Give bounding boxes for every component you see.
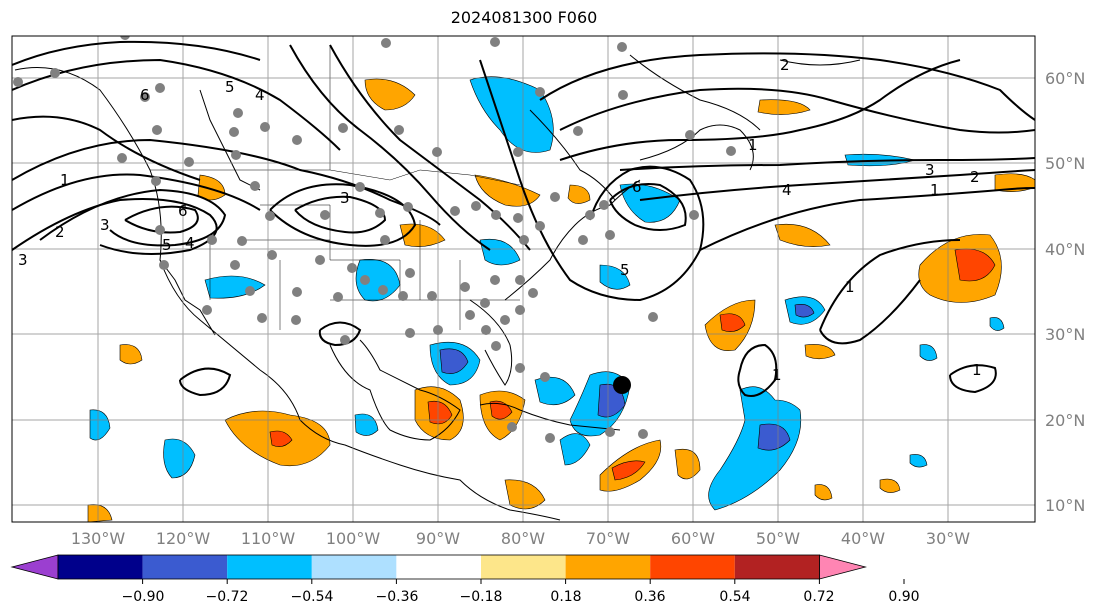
contour-label: 1: [748, 136, 758, 154]
lon-label: 40°W: [841, 529, 885, 548]
contour-label: 2: [55, 223, 65, 241]
colorbar-segment: [227, 555, 312, 579]
colorbar-tick: 0.90: [888, 589, 919, 605]
colorbar-tick: −0.36: [376, 589, 419, 605]
colorbar-segment: [565, 555, 651, 579]
lat-label: 40°N: [1045, 240, 1085, 259]
colorbar-tick: 0.18: [550, 589, 581, 605]
colorbar-tick: −0.54: [291, 589, 334, 605]
lat-label: 30°N: [1045, 325, 1085, 344]
contour-label: 4: [185, 234, 195, 252]
contour-label: 6: [178, 202, 188, 220]
lon-label: 50°W: [756, 529, 800, 548]
contour-label: 3: [925, 161, 935, 179]
colorbar-tick: 0.72: [803, 589, 834, 605]
contour-label: 1: [930, 181, 940, 199]
lat-label: 10°N: [1045, 496, 1085, 515]
map-title: 2024081300 F060: [450, 8, 598, 27]
colorbar-arrow-right: [819, 554, 867, 580]
lon-label: 70°W: [586, 529, 630, 548]
lon-label: 60°W: [671, 529, 715, 548]
colorbar-tick: 0.54: [719, 589, 750, 605]
lon-label: 110°W: [241, 529, 296, 548]
colorbar-segment: [58, 555, 143, 579]
lat-label: 50°N: [1045, 154, 1085, 173]
colorbar-ticks: −0.90 −0.72 −0.54 −0.36 −0.18 0.18 0.36 …: [122, 589, 920, 605]
colorbar-arrow-left: [10, 554, 59, 580]
contour-labels: 1 2 3 4 5 6 6 5 4 3 3 2 1 1 2 3 4 5 6 1 …: [18, 56, 982, 384]
contour-label: 4: [782, 181, 792, 199]
storm-center-marker: [613, 376, 631, 394]
colorbar-tick: −0.90: [122, 589, 165, 605]
lon-label: 30°W: [926, 529, 970, 548]
contour-label: 3: [340, 189, 350, 207]
contour-label: 2: [970, 168, 980, 186]
lon-label: 90°W: [416, 529, 460, 548]
contour-label: 1: [60, 171, 70, 189]
lon-label: 130°W: [71, 529, 126, 548]
colorbar: [10, 554, 905, 584]
contour-label: 1: [772, 366, 782, 384]
colorbar-segment: [396, 555, 481, 579]
contour-label: 6: [632, 178, 642, 196]
contour-label: 5: [225, 78, 235, 96]
colorbar-segment: [142, 555, 228, 579]
contour-label: 3: [18, 251, 28, 269]
colorbar-tick: −0.18: [460, 589, 503, 605]
contour-label: 1: [845, 278, 855, 296]
station-markers: [13, 36, 736, 443]
colorbar-segment: [311, 555, 397, 579]
contour-label: 5: [162, 236, 172, 254]
contour-lines: [12, 40, 1035, 397]
colorbar-segment: [481, 555, 566, 579]
contour-label: 1: [972, 361, 982, 379]
colorbar-frame: [57, 554, 820, 580]
lon-label: 120°W: [156, 529, 211, 548]
contour-label: 4: [255, 86, 265, 104]
contour-label: 3: [100, 216, 110, 234]
colorbar-segment: [734, 555, 820, 579]
lon-label: 80°W: [501, 529, 545, 548]
latitude-labels: 60°N 50°N 40°N 30°N 20°N 10°N: [1045, 69, 1085, 515]
colorbar-tick: −0.72: [206, 589, 249, 605]
longitude-labels: 130°W 120°W 110°W 100°W 90°W 80°W 70°W 6…: [71, 529, 970, 548]
lat-label: 60°N: [1045, 69, 1085, 88]
lat-label: 20°N: [1045, 411, 1085, 430]
colorbar-tick: 0.36: [634, 589, 665, 605]
contour-label: 6: [140, 86, 150, 104]
contour-label: 5: [620, 261, 630, 279]
map-frame: [11, 35, 1036, 523]
colorbar-segment: [650, 555, 735, 579]
lon-label: 100°W: [326, 529, 381, 548]
contour-label: 2: [780, 56, 790, 74]
